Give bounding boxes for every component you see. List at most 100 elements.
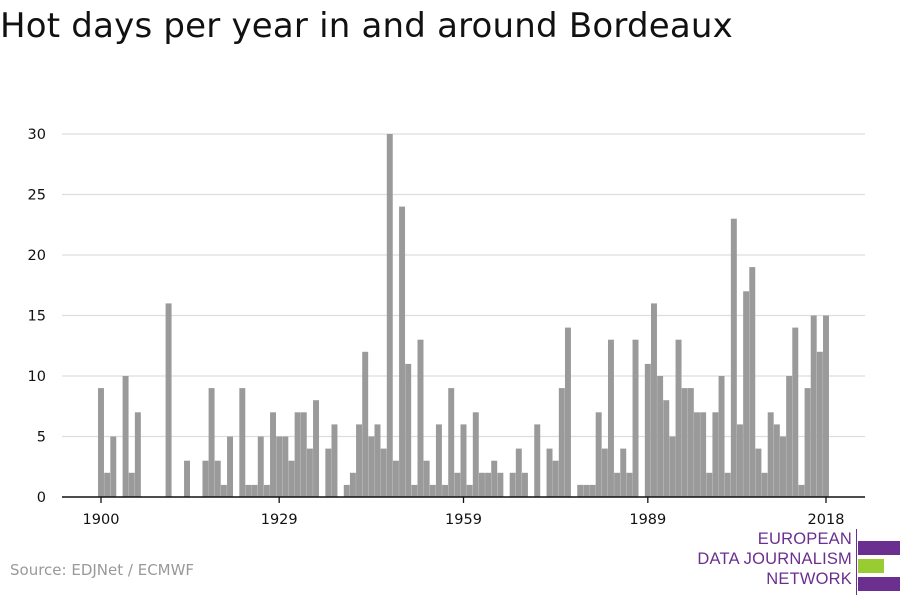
bar-2008 bbox=[761, 472, 768, 497]
bar-2015 bbox=[804, 388, 811, 497]
bar-1955 bbox=[435, 424, 442, 497]
bar-1986 bbox=[626, 472, 633, 497]
bar-1999 bbox=[706, 472, 713, 497]
bar-1934 bbox=[306, 448, 313, 497]
logo-line-2: DATA JOURNALISM bbox=[697, 550, 852, 568]
x-tick-label-1929: 1929 bbox=[261, 512, 298, 528]
bar-2012 bbox=[786, 376, 793, 497]
bar-2013 bbox=[792, 327, 799, 497]
bar-1980 bbox=[589, 484, 596, 497]
bar-1969 bbox=[521, 472, 528, 497]
bar-1920 bbox=[220, 484, 227, 497]
y-tick-label-10: 10 bbox=[28, 369, 46, 385]
x-tick-label-2018: 2018 bbox=[808, 512, 845, 528]
bar-1949 bbox=[399, 206, 406, 497]
y-tick-label-30: 30 bbox=[28, 127, 46, 143]
logo-line-1: EUROPEAN bbox=[757, 530, 852, 548]
bar-1958 bbox=[454, 472, 461, 497]
bar-1954 bbox=[429, 484, 436, 497]
bar-1979 bbox=[583, 484, 590, 497]
bar-2004 bbox=[737, 424, 743, 497]
bar-2003 bbox=[730, 218, 737, 497]
bar-1987 bbox=[632, 339, 639, 497]
bar-1957 bbox=[448, 388, 455, 497]
logo-line-3: NETWORK bbox=[766, 570, 852, 588]
edjnet-logo: EUROPEAN DATA JOURNALISM NETWORK bbox=[690, 529, 900, 595]
bar-1960 bbox=[466, 484, 473, 497]
bar-1927 bbox=[263, 484, 270, 497]
bar-1932 bbox=[294, 412, 301, 497]
bar-2006 bbox=[749, 267, 756, 497]
y-tick-label-25: 25 bbox=[28, 188, 46, 204]
logo-bar-bottom bbox=[858, 577, 900, 591]
bar-1959 bbox=[460, 424, 467, 497]
logo-bar-middle bbox=[858, 559, 884, 573]
bar-1905 bbox=[128, 472, 135, 497]
x-tick-label-1959: 1959 bbox=[445, 512, 482, 528]
y-tick-label-15: 15 bbox=[28, 309, 46, 325]
y-tick-label-20: 20 bbox=[28, 248, 46, 264]
logo-bar-top bbox=[858, 541, 900, 555]
bar-1953 bbox=[423, 460, 430, 497]
bar-1901 bbox=[104, 472, 111, 497]
bar-1961 bbox=[472, 412, 479, 497]
bar-1994 bbox=[675, 339, 682, 497]
bar-1974 bbox=[552, 460, 559, 497]
bar-1928 bbox=[270, 412, 277, 497]
bar-1971 bbox=[534, 424, 541, 497]
bar-2005 bbox=[743, 291, 750, 497]
bar-1914 bbox=[184, 460, 190, 497]
bar-1995 bbox=[681, 388, 688, 497]
bar-2016 bbox=[810, 315, 817, 497]
bar-1985 bbox=[620, 448, 627, 497]
bar-1976 bbox=[564, 327, 571, 497]
chart-title: Hot days per year in and around Bordeaux bbox=[0, 6, 733, 46]
bar-1981 bbox=[595, 412, 602, 497]
bar-2014 bbox=[798, 484, 805, 497]
bar-1929 bbox=[276, 436, 283, 497]
bar-1941 bbox=[349, 472, 356, 497]
bar-1923 bbox=[239, 388, 246, 497]
bar-1950 bbox=[405, 363, 412, 497]
source-note: Source: EDJNet / ECMWF bbox=[10, 561, 195, 579]
bar-1956 bbox=[442, 484, 449, 497]
bar-1965 bbox=[497, 472, 504, 497]
bar-1906 bbox=[134, 412, 141, 497]
bar-1990 bbox=[650, 303, 657, 497]
bar-1962 bbox=[478, 472, 485, 497]
bar-1930 bbox=[282, 436, 289, 497]
bar-1993 bbox=[669, 436, 676, 497]
bar-1984 bbox=[614, 472, 621, 497]
bar-1973 bbox=[546, 448, 553, 497]
bar-1983 bbox=[607, 339, 614, 497]
bar-1919 bbox=[214, 460, 221, 497]
bar-2018 bbox=[823, 315, 829, 497]
bar-1918 bbox=[208, 388, 215, 497]
bar-2009 bbox=[767, 412, 774, 497]
bar-1964 bbox=[491, 460, 498, 497]
bar-1925 bbox=[251, 484, 258, 497]
y-tick-label-5: 5 bbox=[37, 430, 46, 446]
bar-2017 bbox=[816, 351, 823, 497]
bar-1938 bbox=[331, 424, 338, 497]
bar-1940 bbox=[343, 484, 350, 497]
bar-1933 bbox=[300, 412, 307, 497]
bar-1946 bbox=[380, 448, 387, 497]
bar-1948 bbox=[392, 460, 399, 497]
bar-1997 bbox=[693, 412, 700, 497]
bar-1998 bbox=[700, 412, 707, 497]
bar-1978 bbox=[577, 484, 584, 497]
bar-1935 bbox=[313, 400, 320, 497]
bar-1996 bbox=[687, 388, 694, 497]
bar-1989 bbox=[644, 363, 651, 497]
bar-2011 bbox=[780, 436, 786, 497]
logo-text: EUROPEAN DATA JOURNALISM NETWORK bbox=[672, 529, 852, 589]
bar-1917 bbox=[202, 460, 209, 497]
bar-2007 bbox=[755, 448, 762, 497]
bar-1945 bbox=[374, 424, 381, 497]
bar-1931 bbox=[288, 460, 295, 497]
axes: 0 5 10 15 20 25 30 1900 1929 1959 1989 2018 bbox=[28, 127, 865, 528]
y-tick-label-0: 0 bbox=[37, 490, 46, 506]
bar-1904 bbox=[122, 376, 129, 497]
bar-1943 bbox=[362, 351, 369, 497]
